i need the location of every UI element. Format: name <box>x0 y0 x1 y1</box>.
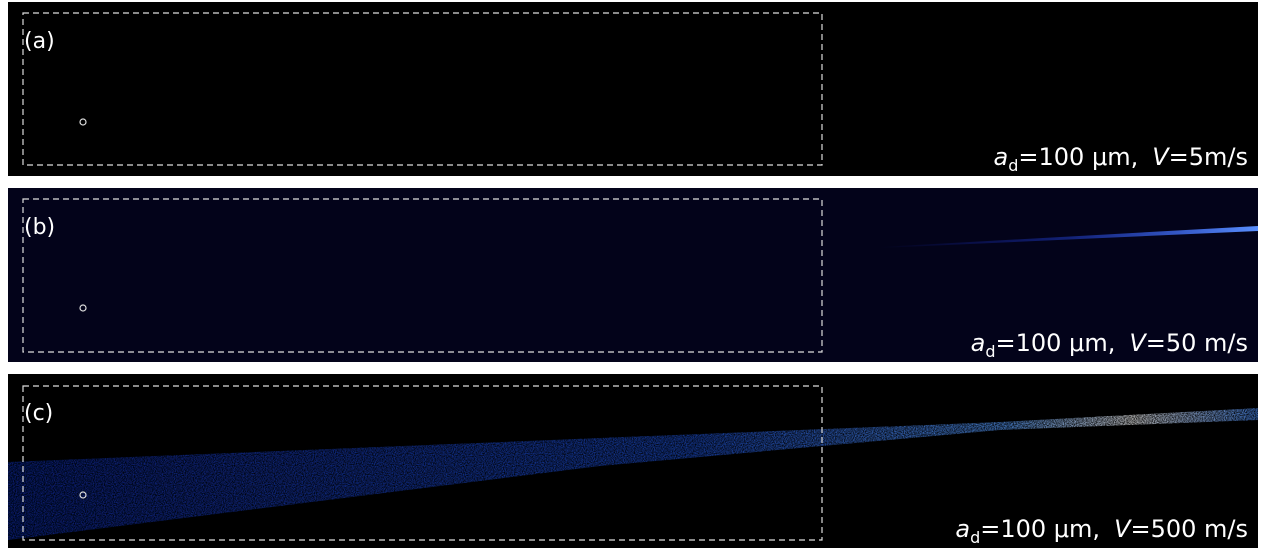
panel-label: (a) <box>24 29 55 54</box>
caption: ad=100 μm, V=5m/s <box>994 143 1248 175</box>
panel-b: (b) ad=100 μm, V=50 m/s <box>8 188 1258 362</box>
value: =100 μm, <box>980 515 1100 543</box>
symbol: V <box>1129 329 1147 357</box>
value: =100 μm, <box>996 329 1116 357</box>
subscript: d <box>1008 156 1018 175</box>
panel-label: (c) <box>24 401 53 426</box>
panel-label: (b) <box>24 215 55 240</box>
domain-frame <box>22 198 823 353</box>
symbol: V <box>1152 143 1170 171</box>
symbol: a <box>994 143 1009 171</box>
value: =5m/s <box>1169 143 1248 171</box>
panel-c: (c) ad=100 μm, V=500 m/s <box>8 374 1258 548</box>
droplet <box>79 304 87 312</box>
panel-background <box>8 2 1258 176</box>
droplet <box>79 118 87 126</box>
symbol: a <box>955 515 970 543</box>
symbol: V <box>1114 515 1132 543</box>
plume <box>8 408 1258 540</box>
value: =50 m/s <box>1146 329 1248 357</box>
value: =500 m/s <box>1130 515 1248 543</box>
domain-frame <box>22 385 823 541</box>
panel-background <box>8 188 1258 362</box>
value: =100 μm, <box>1018 143 1138 171</box>
caption: ad=100 μm, V=50 m/s <box>971 329 1248 361</box>
subscript: d <box>970 528 980 547</box>
symbol: a <box>971 329 986 357</box>
domain-frame <box>22 12 823 166</box>
panel-a: (a) ad=100 μm, V=5m/s <box>8 2 1258 176</box>
droplet <box>79 491 87 499</box>
subscript: d <box>985 342 995 361</box>
plume <box>880 226 1258 248</box>
caption: ad=100 μm, V=500 m/s <box>955 515 1248 547</box>
